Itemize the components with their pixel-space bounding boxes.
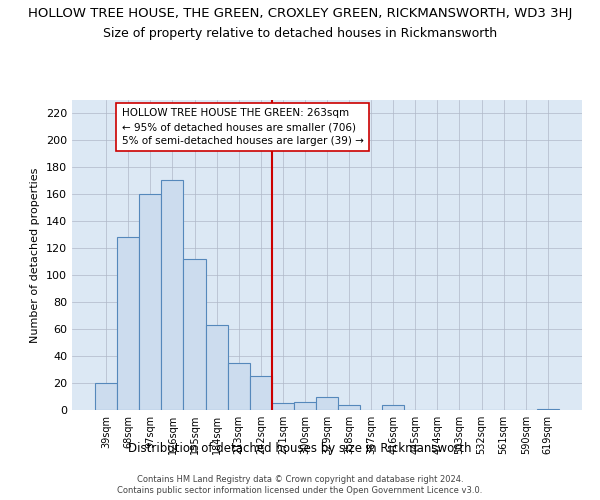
Text: Size of property relative to detached houses in Rickmansworth: Size of property relative to detached ho…: [103, 28, 497, 40]
Bar: [117, 238, 139, 410]
Bar: [206, 325, 227, 410]
Text: HOLLOW TREE HOUSE, THE GREEN, CROXLEY GREEN, RICKMANSWORTH, WD3 3HJ: HOLLOW TREE HOUSE, THE GREEN, CROXLEY GR…: [28, 8, 572, 20]
Bar: [250, 376, 272, 410]
Bar: [316, 396, 338, 410]
Bar: [294, 402, 316, 410]
Bar: [95, 383, 117, 410]
Bar: [161, 180, 184, 410]
Bar: [272, 404, 294, 410]
Text: Distribution of detached houses by size in Rickmansworth: Distribution of detached houses by size …: [128, 442, 472, 455]
Bar: [338, 404, 360, 410]
Bar: [382, 404, 404, 410]
Text: Contains HM Land Registry data © Crown copyright and database right 2024.: Contains HM Land Registry data © Crown c…: [137, 475, 463, 484]
Y-axis label: Number of detached properties: Number of detached properties: [31, 168, 40, 342]
Text: Contains public sector information licensed under the Open Government Licence v3: Contains public sector information licen…: [118, 486, 482, 495]
Bar: [184, 259, 206, 410]
Bar: [139, 194, 161, 410]
Bar: [537, 408, 559, 410]
Text: HOLLOW TREE HOUSE THE GREEN: 263sqm
← 95% of detached houses are smaller (706)
5: HOLLOW TREE HOUSE THE GREEN: 263sqm ← 95…: [122, 108, 364, 146]
Bar: [227, 363, 250, 410]
